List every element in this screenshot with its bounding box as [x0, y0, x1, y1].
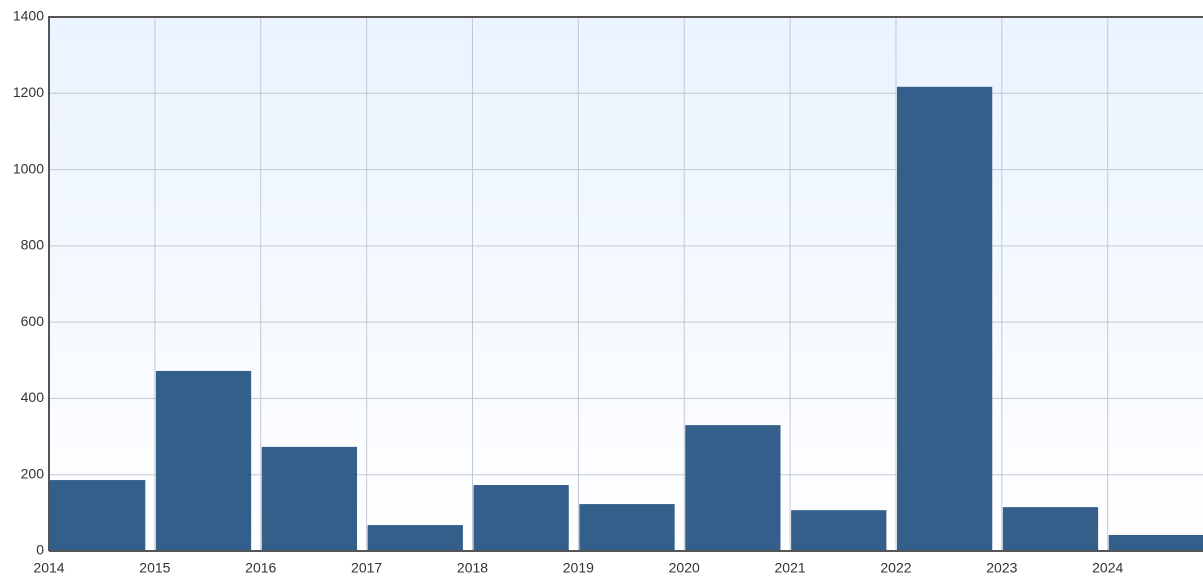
y-tick-label: 800 — [21, 237, 45, 253]
y-tick-label: 1200 — [13, 84, 44, 100]
x-tick-label: 2015 — [139, 560, 170, 576]
bar — [1002, 507, 1099, 551]
x-tick-label: 2022 — [880, 560, 911, 576]
x-tick-label: 2019 — [563, 560, 594, 576]
bar — [791, 510, 887, 551]
bar — [685, 425, 781, 551]
y-tick-label: 200 — [21, 465, 45, 481]
bar — [261, 446, 358, 551]
y-tick-label: 400 — [21, 389, 45, 405]
y-tick-label: 0 — [36, 542, 44, 558]
x-tick-label: 2023 — [986, 560, 1017, 576]
bar — [50, 480, 146, 551]
y-tick-label: 1400 — [13, 8, 44, 24]
bar — [367, 525, 463, 551]
bar — [155, 370, 252, 551]
axis-frame — [48, 16, 1203, 551]
y-tick-label: 600 — [21, 313, 45, 329]
x-tick-label: 2018 — [457, 560, 488, 576]
bar — [1108, 534, 1203, 551]
bar — [896, 86, 993, 552]
x-tick-label: 2020 — [669, 560, 700, 576]
x-tick-label: 2014 — [33, 560, 64, 576]
x-tick-label: 2017 — [351, 560, 382, 576]
layer — [48, 16, 1203, 552]
x-tick-label: 2021 — [775, 560, 806, 576]
y-tick-label: 1000 — [13, 160, 44, 176]
bar — [473, 485, 569, 551]
bar — [579, 504, 675, 551]
x-tick-label: 2016 — [245, 560, 276, 576]
x-tick-label: 2024 — [1092, 560, 1123, 576]
